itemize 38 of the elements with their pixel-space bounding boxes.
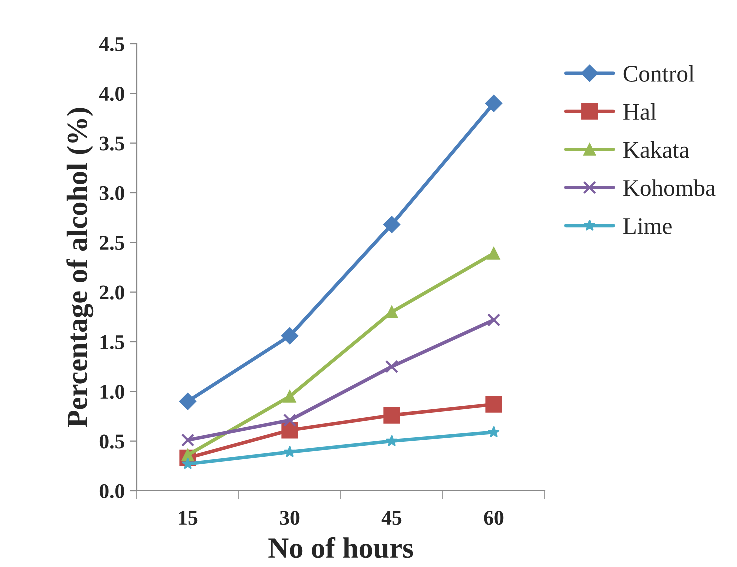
legend-label: Kakata [624, 142, 690, 158]
point [485, 95, 503, 112]
point [181, 434, 195, 447]
point [283, 414, 297, 428]
point [488, 426, 500, 438]
point [284, 446, 296, 458]
y-tick-label: 3.5 [100, 136, 124, 151]
y-tick-label: 4.5 [99, 38, 124, 52]
point [386, 435, 398, 447]
point [281, 327, 299, 345]
point [486, 396, 502, 413]
point [488, 247, 500, 260]
point [384, 407, 400, 424]
x-axis-title: No of hours [268, 537, 414, 558]
y-axis-title: Percentage of alcohol (%) [66, 108, 94, 428]
y-tick-label: 1.0 [100, 385, 124, 400]
point [385, 360, 399, 374]
x-tick-label: 45 [382, 511, 402, 526]
y-tick-label: 0.5 [100, 434, 124, 449]
y-tick-label: 2.0 [100, 286, 124, 300]
x-tick-label: 60 [484, 511, 504, 526]
y-tick-label: 2.5 [100, 236, 124, 250]
y-tick-label: 1.5 [100, 335, 124, 350]
point [386, 306, 398, 318]
y-tick-label: 4.0 [99, 87, 124, 102]
point [383, 216, 401, 234]
legend-label: Lime [624, 218, 672, 234]
legend-label: Control [624, 65, 695, 82]
point [284, 390, 296, 403]
point [179, 393, 197, 410]
y-tick-label: 0.0 [100, 484, 124, 499]
legend-label: Hal [624, 103, 657, 120]
point [487, 314, 501, 327]
legend-label: Kohomba [624, 180, 716, 196]
point [282, 422, 298, 439]
x-tick-label: 15 [179, 511, 198, 526]
x-tick-label: 30 [280, 511, 300, 526]
y-tick-label: 3.0 [100, 186, 124, 201]
